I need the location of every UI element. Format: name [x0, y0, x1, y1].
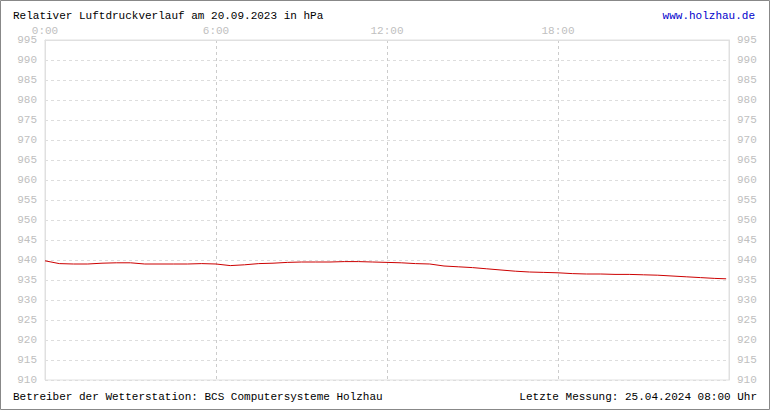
- svg-text:www.holzhau.de: www.holzhau.de: [663, 10, 755, 22]
- svg-text:945: 945: [737, 234, 757, 246]
- svg-text:955: 955: [737, 194, 757, 206]
- svg-text:910: 910: [17, 374, 37, 386]
- svg-text:995: 995: [17, 34, 37, 46]
- svg-text:975: 975: [737, 114, 757, 126]
- svg-text:915: 915: [17, 354, 37, 366]
- svg-text:995: 995: [737, 34, 757, 46]
- svg-text:925: 925: [17, 314, 37, 326]
- svg-text:990: 990: [17, 54, 37, 66]
- svg-text:960: 960: [737, 174, 757, 186]
- svg-text:960: 960: [17, 174, 37, 186]
- svg-text:925: 925: [737, 314, 757, 326]
- svg-text:Relativer Luftdruckverlauf am: Relativer Luftdruckverlauf am 20.09.2023…: [13, 10, 324, 22]
- svg-text:985: 985: [17, 74, 37, 86]
- svg-text:930: 930: [17, 294, 37, 306]
- svg-text:990: 990: [737, 54, 757, 66]
- svg-text:Letzte Messung: 25.04.2024 08:: Letzte Messung: 25.04.2024 08:00 Uhr: [519, 391, 757, 403]
- svg-text:930: 930: [737, 294, 757, 306]
- svg-text:935: 935: [17, 274, 37, 286]
- svg-text:0:00: 0:00: [32, 25, 58, 37]
- svg-text:12:00: 12:00: [370, 25, 403, 37]
- svg-text:965: 965: [17, 154, 37, 166]
- svg-text:Betreiber der Wetterstation: B: Betreiber der Wetterstation: BCS Compute…: [13, 391, 383, 403]
- svg-text:920: 920: [17, 334, 37, 346]
- svg-text:915: 915: [737, 354, 757, 366]
- svg-text:975: 975: [17, 114, 37, 126]
- svg-text:965: 965: [737, 154, 757, 166]
- svg-text:980: 980: [737, 94, 757, 106]
- svg-text:910: 910: [737, 374, 757, 386]
- svg-text:6:00: 6:00: [203, 25, 229, 37]
- svg-text:950: 950: [17, 214, 37, 226]
- svg-text:985: 985: [737, 74, 757, 86]
- svg-text:940: 940: [17, 254, 37, 266]
- svg-text:940: 940: [737, 254, 757, 266]
- svg-text:18:00: 18:00: [541, 25, 574, 37]
- svg-text:970: 970: [17, 134, 37, 146]
- svg-text:950: 950: [737, 214, 757, 226]
- svg-text:920: 920: [737, 334, 757, 346]
- svg-text:955: 955: [17, 194, 37, 206]
- svg-text:970: 970: [737, 134, 757, 146]
- svg-text:945: 945: [17, 234, 37, 246]
- svg-text:935: 935: [737, 274, 757, 286]
- svg-text:980: 980: [17, 94, 37, 106]
